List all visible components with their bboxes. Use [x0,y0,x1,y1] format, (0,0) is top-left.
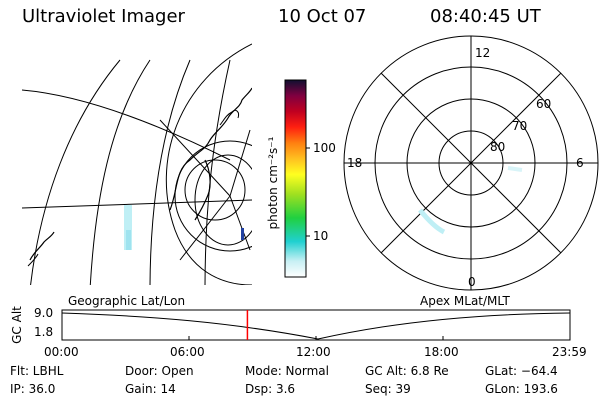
polar-lat-80: 80 [490,140,506,154]
timeline-plot [61,309,571,341]
polar-mlt-6: 6 [576,156,584,170]
info-glon: GLon: 193.6 [485,382,558,396]
polar-lat-60: 60 [536,97,552,111]
polar-lat-70: 70 [512,119,528,133]
info-mode: Mode: Normal [245,364,329,378]
colorbar-unit-label: photon cm⁻²s⁻¹ [266,136,280,230]
polar-mlt-0: 0 [468,275,476,289]
timeline-y-tick-top: 9.0 [34,306,54,320]
info-ip: IP: 36.0 [10,382,56,396]
timeline-y-label: GC Alt [10,306,24,344]
timeline-right-title: Apex MLat/MLT [420,294,510,308]
polar-mlt-12: 12 [475,46,491,60]
info-door: Door: Open [125,364,194,378]
geographic-map [22,43,252,285]
info-gc-alt: GC Alt: 6.8 Re [365,364,449,378]
timeline-x-tick-0: 00:00 [44,345,79,359]
info-dsp: Dsp: 3.6 [245,382,296,396]
color-scale-bar [284,79,310,278]
timeline-x-tick-4: 23:59 [552,345,587,359]
timeline-x-tick-1: 06:00 [170,345,205,359]
colorbar-tick-10: 10 [313,229,329,243]
timeline-left-title: Geographic Lat/Lon [68,294,186,308]
timeline-y-tick-bottom: 1.8 [34,325,54,339]
polar-mlt-18: 18 [347,156,363,170]
polar-plot [343,35,599,291]
info-flt: Flt: LBHL [10,364,64,378]
info-seq: Seq: 39 [365,382,411,396]
time-label: 08:40:45 UT [430,6,541,27]
info-glat: GLat: −64.4 [485,364,558,378]
date-label: 10 Oct 07 [278,6,367,27]
colorbar-tick-100: 100 [313,141,336,155]
timeline-x-tick-2: 12:00 [296,345,331,359]
timeline-x-tick-3: 18:00 [424,345,459,359]
instrument-title: Ultraviolet Imager [22,6,185,27]
info-gain: Gain: 14 [125,382,176,396]
